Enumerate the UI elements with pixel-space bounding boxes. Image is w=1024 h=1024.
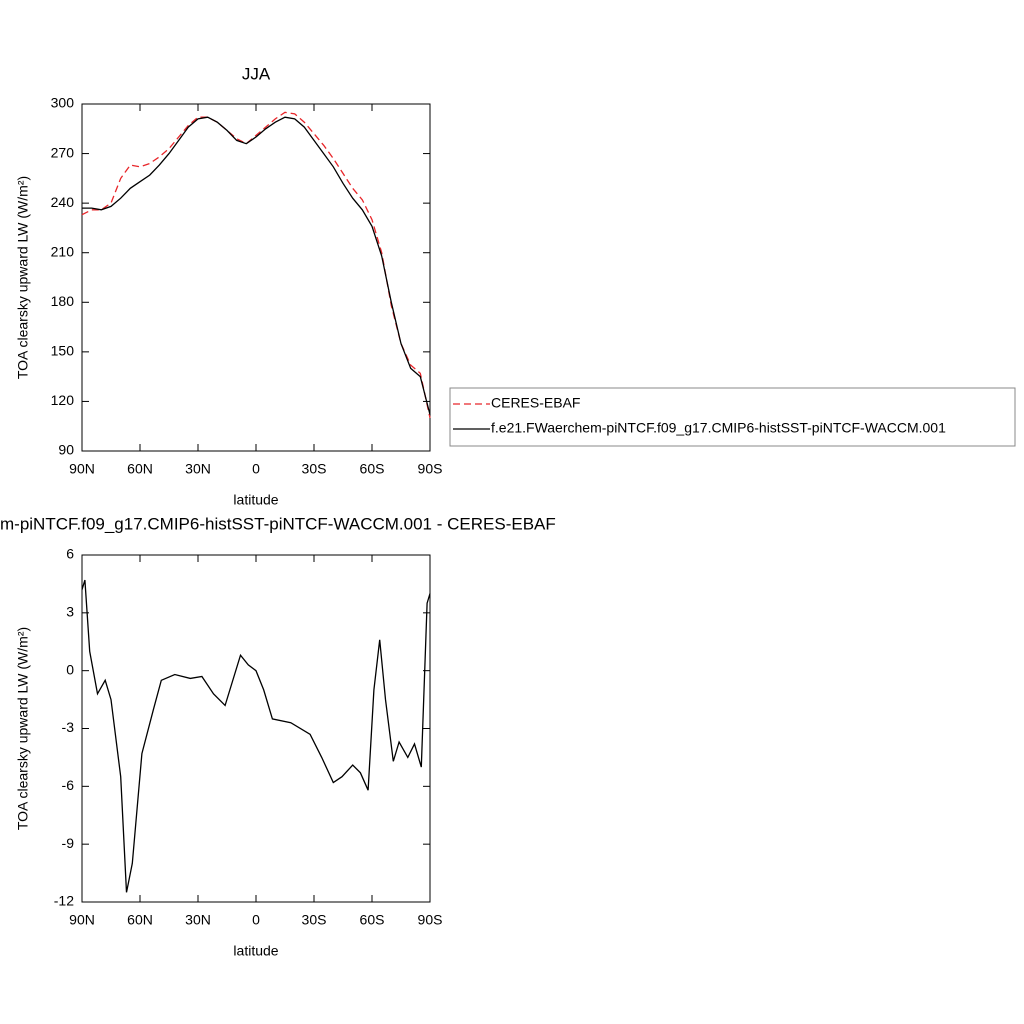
x-tick-label: 90S: [418, 912, 443, 928]
x-axis-label: latitude: [233, 492, 278, 508]
x-tick-label: 30N: [185, 461, 211, 477]
x-tick-label: 60S: [360, 912, 385, 928]
y-tick-label: 6: [66, 546, 74, 562]
chart-title: JJA: [242, 64, 271, 83]
y-tick-label: 3: [66, 604, 74, 620]
y-tick-label: 150: [51, 343, 75, 359]
y-tick-label: 300: [51, 95, 75, 111]
y-tick-label: -12: [54, 893, 74, 909]
chart-title: m-piNTCF.f09_g17.CMIP6-histSST-piNTCF-WA…: [0, 514, 556, 533]
y-tick-label: -6: [62, 777, 75, 793]
plot-frame: [81, 103, 431, 452]
y-tick-label: 210: [51, 243, 75, 259]
legend-label: f.e21.FWaerchem-piNTCF.f09_g17.CMIP6-his…: [491, 420, 946, 436]
x-tick-label: 90N: [69, 912, 95, 928]
x-tick-label: 30N: [185, 912, 211, 928]
x-tick-label: 90N: [69, 461, 95, 477]
x-tick-label: 60S: [360, 461, 385, 477]
legend-label: CERES-EBAF: [491, 395, 580, 411]
data-line: [81, 111, 431, 419]
plot-frame: [81, 554, 431, 903]
x-tick-label: 60N: [127, 912, 153, 928]
data-line: [82, 116, 431, 415]
y-tick-label: 120: [51, 392, 75, 408]
y-tick-label: 90: [58, 442, 74, 458]
x-tick-label: 0: [252, 461, 260, 477]
y-tick-label: 180: [51, 293, 75, 309]
y-tick-label: 270: [51, 144, 75, 160]
y-axis-label: TOA clearsky upward LW (W/m²): [15, 627, 31, 830]
x-tick-label: 30S: [302, 461, 327, 477]
x-tick-label: 60N: [127, 461, 153, 477]
data-line: [81, 579, 431, 893]
y-tick-label: 240: [51, 194, 75, 210]
x-tick-label: 0: [252, 912, 260, 928]
x-axis-label: latitude: [233, 943, 278, 959]
legend-box: [449, 387, 1016, 447]
y-axis-label: TOA clearsky upward LW (W/m²): [15, 176, 31, 379]
x-tick-label: 30S: [302, 912, 327, 928]
x-tick-label: 90S: [418, 461, 443, 477]
y-tick-label: -9: [62, 835, 75, 851]
y-tick-label: -3: [62, 719, 75, 735]
y-tick-label: 0: [66, 661, 74, 677]
